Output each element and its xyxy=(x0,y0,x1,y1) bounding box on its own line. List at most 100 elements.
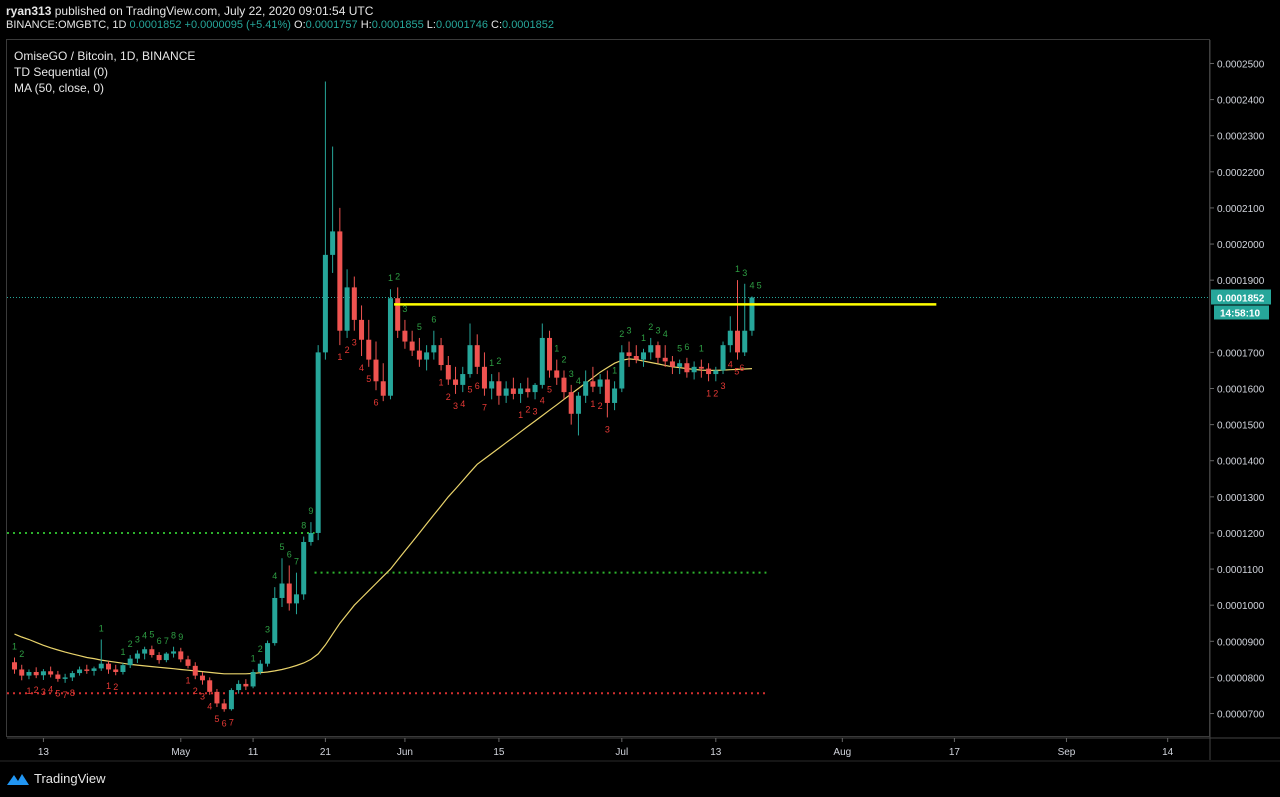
candle-body xyxy=(749,297,755,331)
ma-50-line xyxy=(14,358,753,675)
legend-ma[interactable]: MA (50, close, 0) xyxy=(14,81,105,95)
candle-body xyxy=(380,381,386,396)
countdown-tag-bg xyxy=(1214,305,1269,320)
legend-title[interactable]: OmiseGO / Bitcoin, 1D, BINANCE xyxy=(14,49,196,63)
candle-body xyxy=(539,337,545,385)
candle-body xyxy=(489,381,495,389)
candle-body xyxy=(474,345,480,367)
td-count-red: 4 xyxy=(460,399,465,409)
td-count-red: 1 xyxy=(337,352,342,362)
tradingview-brand[interactable]: TradingView xyxy=(6,771,106,786)
chart-legend: OmiseGO / Bitcoin, 1D, BINANCE TD Sequen… xyxy=(14,48,195,96)
td-count-green: 6 xyxy=(287,549,292,559)
td-count-green: 6 xyxy=(431,315,436,325)
time-tick-label: May xyxy=(171,747,190,758)
candle-body xyxy=(648,345,654,353)
td-count-green: 5 xyxy=(149,630,154,640)
td-count-green: 3 xyxy=(402,304,407,314)
publish-line: ryan313 published on TradingView.com, Ju… xyxy=(6,4,373,18)
td-count-red: 5 xyxy=(214,714,219,724)
price-tick-label: 0.0001900 xyxy=(1217,276,1265,287)
candle-body xyxy=(633,355,639,360)
countdown-tag: 14:58:10 xyxy=(1220,308,1260,319)
price-tick-label: 0.0001400 xyxy=(1217,457,1265,468)
time-tick-label: Jul xyxy=(615,747,628,758)
td-count-green: 1 xyxy=(120,647,125,657)
price-tick-label: 0.0001500 xyxy=(1217,421,1265,432)
td-count-green: 1 xyxy=(699,344,704,354)
candle-body xyxy=(199,675,205,681)
td-count-green: 5 xyxy=(677,344,682,354)
td-count-red: 3 xyxy=(605,424,610,434)
candle-body xyxy=(387,298,393,396)
candle-body xyxy=(626,352,632,356)
td-count-red: 6 xyxy=(373,397,378,407)
open-value: 0.0001757 xyxy=(305,19,358,31)
td-count-red: 8 xyxy=(70,688,75,698)
candle-body xyxy=(677,363,683,367)
candle-body xyxy=(373,359,379,382)
candle-body xyxy=(84,669,90,671)
candle-body xyxy=(19,669,25,676)
td-count-red: 1 xyxy=(518,410,523,420)
legend-td-sequential[interactable]: TD Sequential (0) xyxy=(14,65,109,79)
candle-body xyxy=(265,643,271,664)
candle-body xyxy=(684,363,690,373)
td-count-red: 6 xyxy=(475,381,480,391)
td-count-green: 3 xyxy=(627,326,632,336)
td-count-red: 6 xyxy=(222,719,227,729)
candle-body xyxy=(185,659,191,666)
td-count-green: 5 xyxy=(757,280,762,290)
candle-body xyxy=(344,287,350,331)
price-tick-label: 0.0000800 xyxy=(1217,673,1265,684)
time-tick-label: 14 xyxy=(1162,747,1174,758)
tradingview-logo-icon xyxy=(7,773,29,785)
candle-body xyxy=(691,366,697,373)
open-label: O: xyxy=(294,19,306,31)
publisher-name[interactable]: ryan313 xyxy=(6,4,52,18)
candle-body xyxy=(127,658,133,666)
candle-body xyxy=(55,674,61,679)
td-count-green: 4 xyxy=(142,631,147,641)
candle-body xyxy=(301,541,307,595)
candle-body xyxy=(62,677,68,679)
candle-body xyxy=(590,381,596,387)
td-count-green: 4 xyxy=(749,280,754,290)
price-tick-label: 0.0001300 xyxy=(1217,493,1265,504)
candle-body xyxy=(402,330,408,342)
td-count-red: 5 xyxy=(55,689,60,699)
candle-body xyxy=(214,691,220,704)
candle-body xyxy=(641,352,647,360)
td-count-green: 5 xyxy=(280,542,285,552)
time-tick-label: 15 xyxy=(493,747,505,758)
price-tick-label: 0.0002000 xyxy=(1217,240,1265,251)
candle-body xyxy=(503,388,509,396)
td-count-green: 3 xyxy=(569,369,574,379)
candle-body xyxy=(279,583,285,598)
candle-body xyxy=(409,341,415,351)
time-tick-label: 13 xyxy=(38,747,50,758)
candle-body xyxy=(604,379,610,403)
td-count-green: 2 xyxy=(128,639,133,649)
candle-body xyxy=(221,703,227,710)
candle-body xyxy=(48,671,54,675)
td-count-green: 1 xyxy=(12,642,17,652)
symbol-label: BINANCE:OMGBTC, 1D xyxy=(6,19,127,31)
td-count-red: 3 xyxy=(721,381,726,391)
candle-body xyxy=(142,649,148,654)
candle-body xyxy=(308,532,314,542)
td-count-green: 9 xyxy=(308,506,313,516)
td-count-red: 1 xyxy=(590,399,595,409)
candle-body xyxy=(293,594,299,604)
candle-body xyxy=(575,395,581,414)
price-tick-label: 0.0002400 xyxy=(1217,96,1265,107)
low-value: 0.0001746 xyxy=(435,19,488,31)
td-count-green: 3 xyxy=(135,634,140,644)
candle-body xyxy=(460,374,466,385)
candle-body xyxy=(518,388,524,394)
td-count-green: 8 xyxy=(171,631,176,641)
candle-body xyxy=(156,655,162,661)
price-tick-label: 0.0001200 xyxy=(1217,529,1265,540)
price-tick-label: 0.0001100 xyxy=(1217,565,1264,576)
